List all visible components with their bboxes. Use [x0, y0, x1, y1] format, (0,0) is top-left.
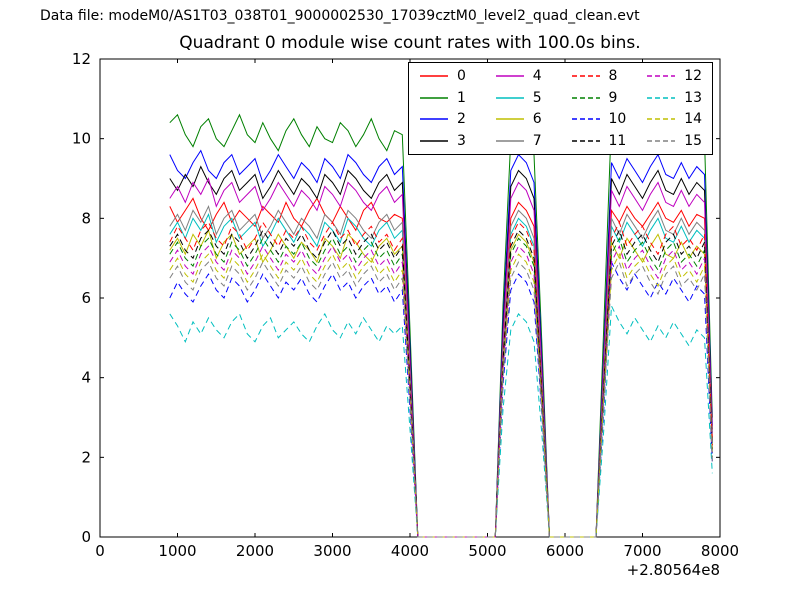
legend-item-label: 10: [608, 111, 627, 128]
series-line-0: [169, 197, 713, 538]
series-line-8: [169, 220, 713, 538]
x-tick-label: 5000: [468, 542, 506, 560]
legend-item-label: 13: [684, 89, 703, 106]
x-tick-label: 6000: [546, 542, 584, 560]
legend-item-label: 0: [457, 67, 466, 84]
legend-item-2: 2: [409, 112, 485, 126]
x-tick-label: 0: [95, 542, 105, 560]
legend-line-sample: [571, 118, 600, 121]
legend-line-sample: [571, 96, 600, 99]
legend-item-8: 8: [561, 69, 637, 83]
legend-item-12: 12: [636, 69, 712, 83]
legend-item-label: 11: [608, 133, 627, 150]
legend-line-sample: [647, 118, 676, 121]
x-axis-offset-label: +2.80564e8: [626, 561, 720, 579]
data-file-label: Data file: modeM0/AS1T03_038T01_90000025…: [40, 8, 640, 24]
y-tick-label: 10: [72, 130, 91, 148]
legend-item-label: 2: [457, 111, 466, 128]
series-line-9: [169, 236, 713, 538]
x-tick-label: 4000: [391, 542, 429, 560]
legend-line-sample: [495, 118, 524, 121]
series-line-12: [169, 244, 713, 538]
legend-item-0: 0: [409, 69, 485, 83]
legend-line-sample: [571, 140, 600, 142]
x-tick-label: 8000: [701, 542, 739, 560]
legend-item-label: 4: [532, 67, 542, 84]
x-tick-label: 1000: [158, 542, 196, 560]
legend-item-label: 6: [532, 111, 542, 128]
series-line-2: [169, 149, 713, 538]
legend-line-sample: [420, 75, 448, 77]
series-line-5: [169, 212, 713, 538]
legend-line-sample: [420, 118, 448, 121]
legend-item-11: 11: [561, 134, 637, 148]
x-tick-label: 7000: [623, 542, 661, 560]
legend-item-label: 8: [608, 67, 618, 84]
legend-item-13: 13: [636, 91, 712, 105]
legend-item-label: 3: [457, 133, 466, 150]
legend-item-6: 6: [485, 112, 561, 126]
legend-line-sample: [495, 75, 524, 77]
legend-line-sample: [495, 140, 524, 142]
legend-item-label: 12: [684, 67, 703, 84]
legend-item-label: 14: [684, 111, 703, 128]
series-line-4: [169, 177, 713, 538]
y-tick-label: 4: [81, 369, 91, 387]
y-tick-label: 12: [72, 50, 91, 68]
legend-item-4: 4: [485, 69, 561, 83]
legend-item-15: 15: [636, 134, 712, 148]
legend-line-sample: [647, 140, 676, 142]
series-line-15: [169, 260, 713, 538]
legend-line-sample: [647, 75, 676, 77]
x-tick-label: 3000: [313, 542, 351, 560]
tick-labels: 0 1000 2000 3000 4000 5000 6000 7000 80000246810…: [72, 50, 739, 560]
legend-line-sample: [420, 96, 448, 99]
y-tick-label: 6: [81, 289, 91, 307]
axis-ticks: [99, 58, 721, 538]
legend-item-1: 1: [409, 91, 485, 105]
chart-title: Quadrant 0 module wise count rates with …: [179, 33, 641, 53]
legend-item-label: 15: [684, 133, 703, 150]
legend-item-3: 3: [409, 134, 485, 148]
legend-item-9: 9: [561, 91, 637, 105]
legend-item-label: 5: [532, 89, 542, 106]
legend-line-sample: [495, 96, 524, 99]
legend-item-7: 7: [485, 134, 561, 148]
legend-item-14: 14: [636, 112, 712, 126]
legend-line-sample: [420, 140, 448, 142]
legend-item-label: 9: [608, 89, 618, 106]
series-line-10: [169, 260, 713, 538]
legend-item-10: 10: [561, 112, 637, 126]
y-tick-label: 0: [81, 528, 91, 546]
series-line-7: [169, 204, 713, 538]
legend-item-label: 7: [532, 133, 542, 150]
y-tick-label: 2: [81, 448, 91, 466]
legend-item-label: 1: [457, 89, 466, 106]
legend-box: 0 1 2 3 4 5 6 7 8 9 10 11 12 13 14 15: [408, 62, 713, 155]
legend-item-5: 5: [485, 91, 561, 105]
series-lines: [169, 113, 713, 538]
series-line-13: [169, 304, 713, 538]
legend-line-sample: [647, 96, 676, 99]
legend-line-sample: [571, 75, 600, 77]
x-tick-label: 2000: [236, 542, 274, 560]
y-tick-label: 8: [81, 209, 91, 227]
